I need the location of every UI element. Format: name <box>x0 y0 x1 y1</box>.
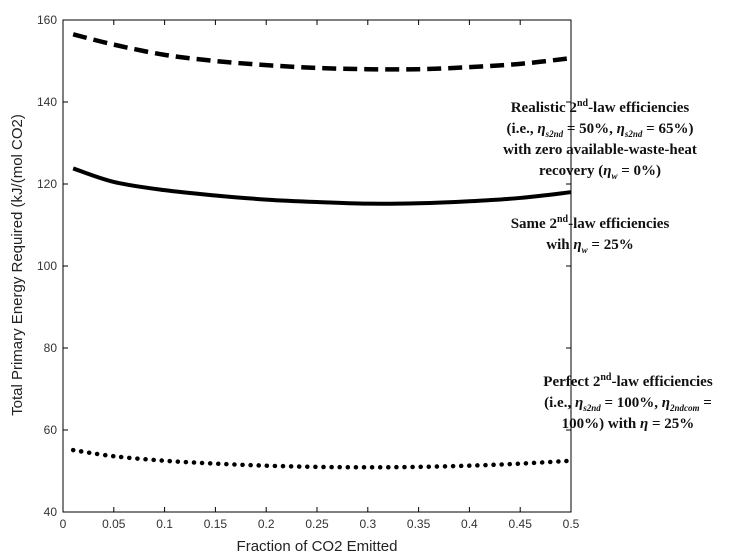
series-line-solid <box>72 166 572 206</box>
annotation-line: (i.e., ηs2nd = 50%, ηs2nd = 65%) <box>480 119 720 140</box>
annotation-text: = <box>699 395 712 411</box>
series-line-dotted <box>70 447 574 470</box>
eta-symbol: η <box>616 121 625 137</box>
y-tick-label: 160 <box>37 13 57 27</box>
x-tick-label: 0.4 <box>461 517 478 531</box>
annotation-superscript: nd <box>556 214 569 225</box>
annotation-perfect-efficiencies: Perfect 2nd-law efficiencies (i.e., ηs2n… <box>512 372 744 435</box>
y-tick-label: 100 <box>37 259 57 273</box>
x-tick-label: 0.3 <box>359 517 376 531</box>
annotation-text: = 50%, <box>563 121 617 137</box>
annotation-text: Realistic 2 <box>510 100 577 116</box>
annotation-text: wih <box>546 237 574 253</box>
x-tick-label: 0.1 <box>156 517 173 531</box>
annotation-text: recovery ( <box>538 163 604 179</box>
annotation-text: -law efficiencies <box>611 374 713 390</box>
series-line-dashed <box>72 32 572 72</box>
annotation-text: (i.e., <box>544 395 575 411</box>
annotation-line: wih ηw = 25% <box>470 235 710 256</box>
annotation-superscript: nd <box>576 98 589 109</box>
y-tick-label: 120 <box>37 177 57 191</box>
y-tick-label: 140 <box>37 95 57 109</box>
annotation-text: = 0%) <box>617 163 662 179</box>
annotation-text: -law efficiencies <box>568 216 670 232</box>
annotation-superscript: nd <box>600 372 612 383</box>
annotation-subscript: w <box>581 245 588 255</box>
series-layer <box>70 32 574 470</box>
x-tick-label: 0.2 <box>258 517 275 531</box>
annotation-text: with zero available-waste-heat <box>503 142 697 158</box>
x-tick-label: 0.45 <box>509 517 533 531</box>
annotation-text: (i.e., <box>506 121 538 137</box>
x-tick-label: 0.35 <box>407 517 431 531</box>
eta-symbol: η <box>661 395 671 411</box>
annotation-text: = 65%) <box>642 121 694 137</box>
annotation-line: with zero available-waste-heat <box>480 140 720 161</box>
annotation-line: (i.e., ηs2nd = 100%, η2ndcom = <box>512 393 744 414</box>
annotation-line: 100%) with η = 25% <box>512 414 744 435</box>
annotation-line: recovery (ηw = 0%) <box>480 161 720 182</box>
y-tick-label: 60 <box>44 423 58 437</box>
eta-symbol: η <box>603 163 612 179</box>
y-tick-label: 80 <box>44 341 58 355</box>
x-tick-label: 0.5 <box>563 517 580 531</box>
annotation-subscript: 2ndcom <box>670 403 700 413</box>
annotation-text: = 25% <box>648 416 695 432</box>
x-tick-label: 0.05 <box>102 517 126 531</box>
annotation-subscript: s2nd <box>583 403 601 413</box>
annotation-text: = 100%, <box>600 395 662 411</box>
annotation-line: Perfect 2nd-law efficiencies <box>512 372 744 393</box>
annotation-text: Same 2 <box>510 216 557 232</box>
eta-symbol: η <box>537 121 546 137</box>
annotation-text: -law efficiencies <box>588 100 690 116</box>
annotation-text: 100%) with <box>561 416 641 432</box>
x-tick-label: 0.15 <box>204 517 228 531</box>
axes-layer: 0 0.05 0.1 0.15 0.2 0.25 0.3 0.35 0.4 0.45 0.5 40 60… <box>37 13 580 531</box>
y-tick-label: 40 <box>44 505 58 519</box>
annotation-realistic-efficiencies: Realistic 2nd-law efficiencies (i.e., ηs… <box>480 98 720 182</box>
eta-symbol: η <box>574 395 584 411</box>
annotation-same-efficiencies: Same 2nd-law efficiencies wih ηw = 25% <box>470 214 710 256</box>
annotation-text: Perfect 2 <box>543 374 601 390</box>
annotation-line: Same 2nd-law efficiencies <box>470 214 710 235</box>
plot-frame <box>62 19 572 513</box>
y-axis-label: Total Primary Energy Required (kJ/(mol C… <box>9 114 26 416</box>
eta-symbol: η <box>573 237 582 253</box>
annotation-line: Realistic 2nd-law efficiencies <box>480 98 720 119</box>
x-axis-label: Fraction of CO2 Emitted <box>237 538 398 555</box>
annotation-subscript: s2nd <box>624 129 643 139</box>
annotation-text: = 25% <box>587 237 634 253</box>
x-tick-label: 0.25 <box>305 517 329 531</box>
x-tick-label: 0 <box>60 517 67 531</box>
eta-symbol: η <box>640 416 649 432</box>
annotation-subscript: w <box>611 171 618 181</box>
annotation-subscript: s2nd <box>545 129 564 139</box>
